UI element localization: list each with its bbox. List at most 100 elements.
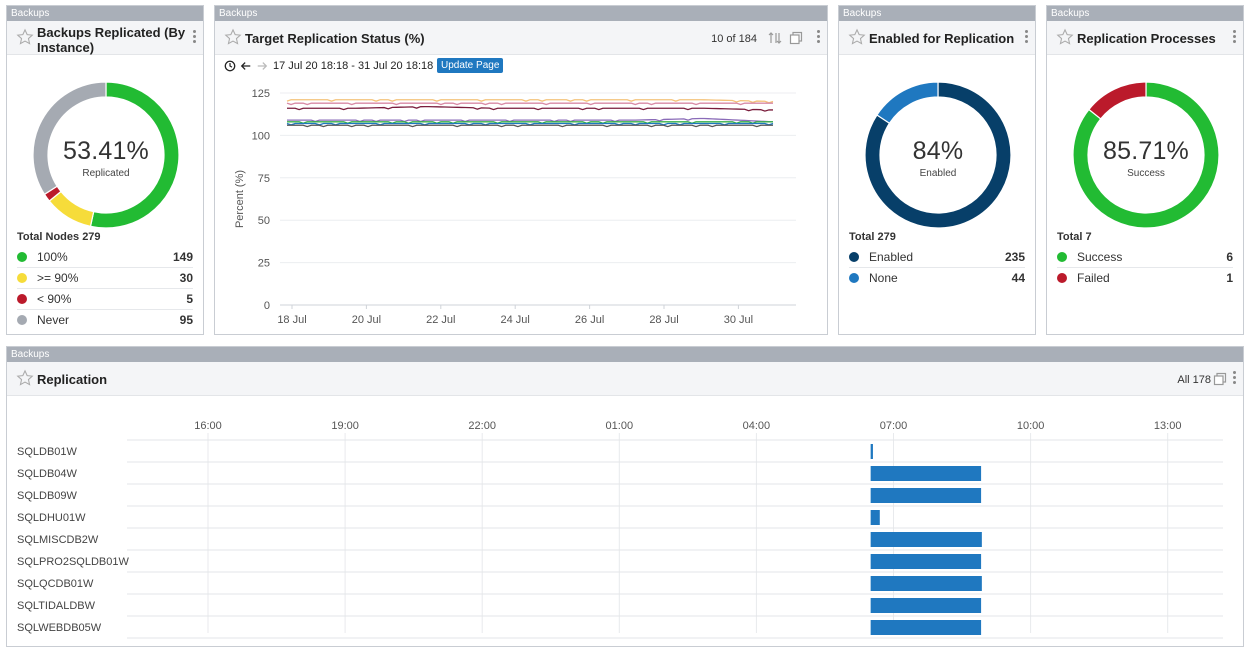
legend-item[interactable]: 100% 149 [17, 247, 193, 268]
panel-tag: Backups [839, 6, 1035, 21]
expand-icon[interactable] [1213, 372, 1227, 386]
panel-header: Replication All 178 [7, 362, 1243, 396]
x-tick-label: 22:00 [468, 420, 496, 432]
target-replication-panel: Backups Target Replication Status (%) 10… [214, 5, 828, 335]
star-icon[interactable] [848, 28, 866, 46]
x-tick-label: 26 Jul [575, 314, 604, 326]
row-label: SQLDB09W [17, 490, 78, 502]
legend-value: 1 [1226, 271, 1233, 285]
panel-title: Backups Replicated (By Instance) [37, 25, 186, 55]
row-label: SQLDHU01W [17, 512, 86, 524]
replication-bar[interactable] [870, 532, 982, 547]
legend-item[interactable]: None 44 [849, 268, 1025, 289]
legend-label: None [869, 271, 898, 285]
more-menu-icon[interactable] [1025, 30, 1029, 46]
panel-header: Target Replication Status (%) 10 of 184 [215, 21, 827, 55]
legend: Success 6 Failed 1 [1057, 247, 1233, 289]
panel-header: Enabled for Replication [839, 21, 1035, 55]
legend-item[interactable]: Success 6 [1057, 247, 1233, 268]
expand-icon[interactable] [789, 31, 803, 45]
percent-value: 53.41% [63, 137, 149, 165]
row-label: SQLDB01W [17, 446, 78, 458]
x-tick-label: 18 Jul [277, 314, 306, 326]
donut-slice[interactable] [1088, 81, 1147, 120]
more-menu-icon[interactable] [193, 30, 197, 46]
row-label: SQLDB04W [17, 468, 78, 480]
row-count: All 178 [1177, 374, 1211, 386]
star-icon[interactable] [16, 28, 34, 46]
donut-slice[interactable] [48, 190, 95, 228]
more-menu-icon[interactable] [1233, 371, 1237, 387]
arrow-right-icon[interactable] [256, 60, 268, 72]
total-label: Total 279 [849, 231, 896, 243]
star-icon[interactable] [16, 369, 34, 387]
row-label: SQLTIDALDBW [17, 600, 96, 612]
legend-dot [849, 252, 859, 262]
enabled-replication-panel: Backups Enabled for Replication 84% Enab… [838, 5, 1036, 335]
backups-replicated-panel: Backups Backups Replicated (By Instance)… [6, 5, 204, 335]
x-tick-label: 10:00 [1017, 420, 1045, 432]
legend-value: 235 [1004, 250, 1025, 264]
star-icon[interactable] [1056, 28, 1074, 46]
x-tick-label: 19:00 [331, 420, 359, 432]
legend-label: Never [37, 313, 70, 327]
legend-dot [17, 252, 27, 262]
series-line[interactable] [286, 99, 774, 104]
replication-bar[interactable] [870, 488, 982, 503]
legend-item[interactable]: Never 95 [17, 310, 193, 331]
panel-header: Backups Replicated (By Instance) [7, 21, 203, 55]
donut-slice[interactable] [864, 81, 1012, 229]
y-axis-label: Percent (%) [234, 170, 246, 228]
more-menu-icon[interactable] [1233, 30, 1237, 46]
donut-chart [1072, 81, 1220, 229]
update-page-button[interactable]: Update Page [437, 58, 504, 73]
timeline-chart: 16:00 19:00 22:00 01:00 04:00 07:00 10:00 13:00… [17, 420, 1223, 639]
y-tick-label: 50 [258, 215, 270, 227]
replication-bar[interactable] [870, 598, 982, 613]
legend-item[interactable]: >= 90% 30 [17, 268, 193, 289]
x-tick-label: 20 Jul [352, 314, 381, 326]
star-icon[interactable] [224, 28, 242, 46]
x-tick-label: 16:00 [194, 420, 222, 432]
legend-label: 100% [37, 250, 68, 264]
series-line[interactable] [287, 105, 774, 112]
legend-label: Success [1077, 250, 1123, 264]
replication-bar[interactable] [870, 554, 982, 569]
replication-bar[interactable] [870, 510, 880, 525]
legend-label: Enabled [869, 250, 914, 264]
donut-center: 53.41% Replicated [31, 137, 181, 179]
legend-item[interactable]: Enabled 235 [849, 247, 1025, 268]
time-range[interactable]: 17 Jul 20 18:18 - 31 Jul 20 18:18 [273, 60, 434, 72]
donut-slice[interactable] [32, 81, 107, 196]
legend: Enabled 235 None 44 [849, 247, 1025, 289]
replication-timeline-panel: Backups Replication All 178 16:00 19:00 22… [6, 346, 1244, 647]
x-tick-label: 13:00 [1154, 420, 1182, 432]
y-tick-label: 75 [258, 173, 270, 185]
replication-bar[interactable] [870, 444, 873, 459]
series-line[interactable] [287, 124, 773, 128]
legend-item[interactable]: < 90% 5 [17, 289, 193, 310]
series-line[interactable] [286, 102, 773, 106]
legend-dot [1057, 273, 1067, 283]
percent-value: 84% [912, 137, 964, 165]
donut-center: 85.71% Success [1071, 137, 1221, 179]
donut-slice[interactable] [876, 81, 939, 125]
replication-bar[interactable] [870, 466, 982, 481]
panel-title: Replication Processes [1077, 31, 1216, 46]
percent-caption: Enabled [919, 168, 957, 179]
percent-caption: Replicated [82, 168, 130, 179]
arrow-left-icon[interactable] [240, 60, 252, 72]
x-tick-label: 24 Jul [501, 314, 530, 326]
replication-bar[interactable] [870, 576, 982, 591]
x-tick-label: 07:00 [880, 420, 908, 432]
legend-label: < 90% [37, 292, 72, 306]
y-tick-label: 0 [264, 300, 270, 312]
clock-icon[interactable] [224, 60, 236, 72]
donut-slice[interactable] [1072, 81, 1220, 229]
sort-icon[interactable] [768, 31, 782, 45]
legend-item[interactable]: Failed 1 [1057, 268, 1233, 289]
legend-value: 6 [1226, 250, 1233, 264]
series-line[interactable] [287, 117, 774, 123]
more-menu-icon[interactable] [817, 30, 821, 46]
replication-bar[interactable] [870, 620, 982, 635]
